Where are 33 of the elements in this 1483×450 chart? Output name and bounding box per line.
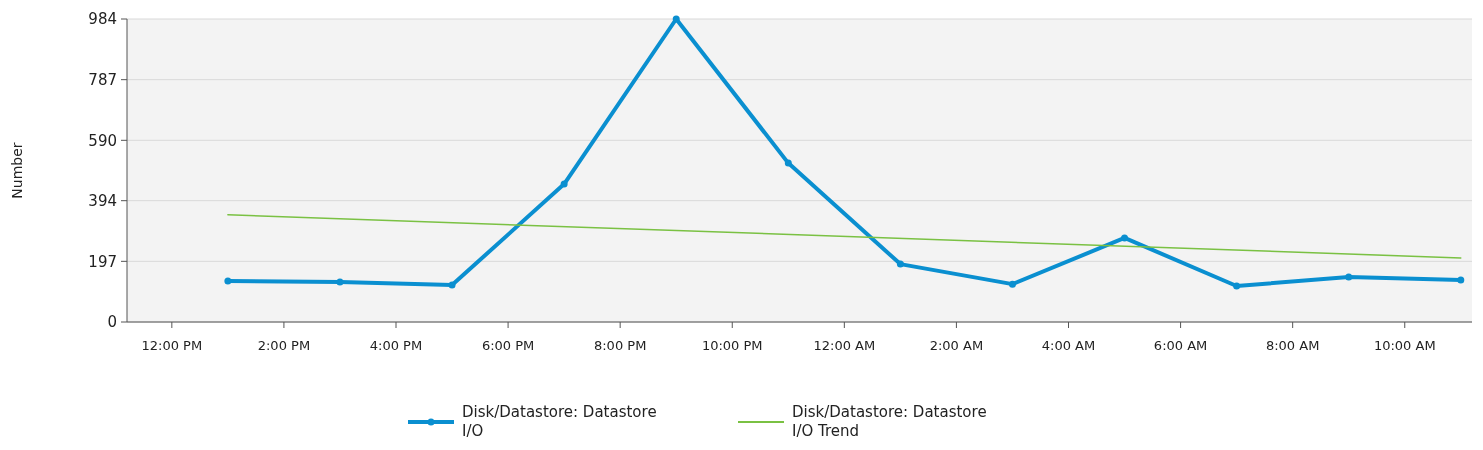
point bbox=[336, 278, 344, 286]
point bbox=[1008, 280, 1016, 288]
y-tick-label: 984 bbox=[88, 10, 117, 29]
point bbox=[448, 281, 456, 289]
y-tick-label: 787 bbox=[88, 70, 117, 89]
y-axis-title: Number bbox=[9, 142, 25, 199]
point bbox=[1233, 282, 1241, 290]
x-tick-label: 2:00 AM bbox=[929, 338, 984, 353]
x-tick-label: 8:00 PM bbox=[593, 338, 647, 353]
point bbox=[672, 15, 680, 23]
y-tick-label: 197 bbox=[88, 252, 117, 271]
x-tick-label: 2:00 PM bbox=[257, 338, 311, 353]
x-tick-label: 8:00 AM bbox=[1265, 338, 1320, 353]
point bbox=[896, 260, 904, 268]
point bbox=[560, 180, 568, 188]
x-tick-label: 10:00 PM bbox=[701, 338, 763, 353]
x-tick-label: 6:00 AM bbox=[1153, 338, 1208, 353]
point bbox=[224, 277, 232, 285]
point bbox=[1345, 273, 1353, 281]
y-tick-label: 0 bbox=[107, 313, 117, 332]
point bbox=[784, 159, 792, 167]
x-tick-label: 12:00 PM bbox=[141, 338, 203, 353]
legend-label: Disk/Datastore: Datastore I/O Trend bbox=[792, 403, 987, 440]
point bbox=[1457, 276, 1465, 284]
legend-label: Disk/Datastore: Datastore I/O bbox=[462, 403, 657, 440]
point bbox=[1121, 234, 1129, 242]
x-tick-label: 4:00 AM bbox=[1041, 338, 1096, 353]
x-tick-label: 4:00 PM bbox=[369, 338, 423, 353]
y-tick-label: 394 bbox=[88, 191, 117, 210]
x-tick-label: 6:00 PM bbox=[481, 338, 535, 353]
x-tick-label: 12:00 AM bbox=[813, 338, 876, 353]
y-tick-label: 590 bbox=[88, 131, 117, 150]
x-tick-label: 10:00 AM bbox=[1373, 338, 1436, 353]
